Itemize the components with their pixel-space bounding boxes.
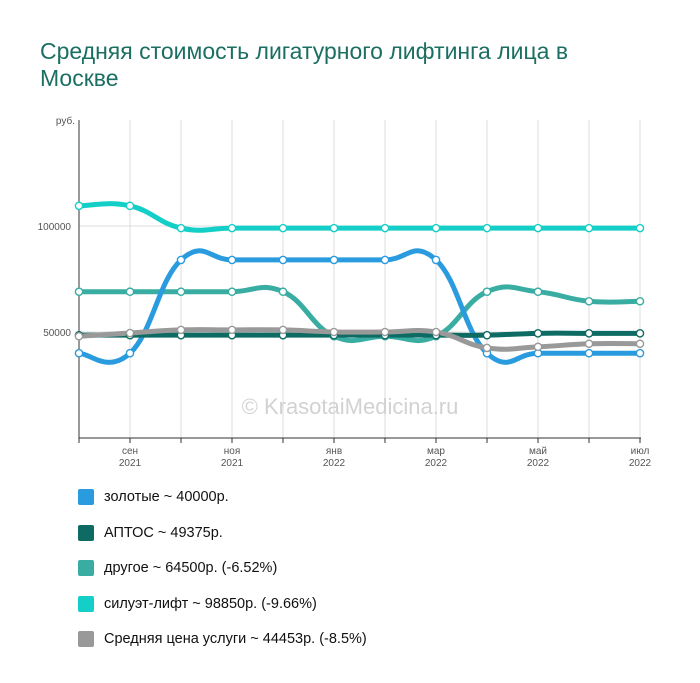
x-tick-label-year: 2021 xyxy=(119,458,142,469)
legend-label: АПТОС ~ 49375р. xyxy=(104,524,223,541)
series-point-1 xyxy=(176,287,186,297)
x-tick-label-month: сен xyxy=(122,446,138,457)
legend-item: АПТОС ~ 49375р. xyxy=(78,524,367,542)
series-point-4 xyxy=(533,342,543,352)
series-point-2 xyxy=(125,348,135,358)
series-point-4 xyxy=(584,339,594,349)
legend-label: Средняя цена услуги ~ 44453р. (-8.5%) xyxy=(104,631,367,647)
legend-swatch xyxy=(78,595,94,612)
series-point-4 xyxy=(227,325,237,335)
series-point-1 xyxy=(584,296,594,306)
watermark: © KrasotaiMedicina.ru xyxy=(241,394,459,419)
x-tick-label-month: ноя xyxy=(224,446,241,457)
series-point-1 xyxy=(482,287,492,297)
chart-title: Средняя стоимость лигатурного лифтинга л… xyxy=(40,38,569,91)
series-point-2 xyxy=(74,348,84,358)
series-point-0 xyxy=(227,223,237,233)
x-tick-label-month: мар xyxy=(427,446,445,457)
series-point-3 xyxy=(635,329,645,338)
series-point-0 xyxy=(533,223,543,233)
series-point-4 xyxy=(482,343,492,353)
series-point-1 xyxy=(533,287,543,297)
series-point-1 xyxy=(278,287,288,297)
y-tick-label: 100000 xyxy=(38,222,72,233)
x-tick-label-year: 2022 xyxy=(527,458,550,469)
series-point-4 xyxy=(635,339,645,349)
series-point-0 xyxy=(431,223,441,233)
series-point-4 xyxy=(74,331,84,341)
legend-item: другое ~ 64500р. (-6.52%) xyxy=(78,559,367,577)
legend-label: силуэт-лифт ~ 98850р. (-9.66%) xyxy=(104,595,317,612)
series-point-4 xyxy=(176,325,186,335)
series-point-0 xyxy=(482,223,492,233)
series-point-4 xyxy=(431,327,441,337)
legend-swatch xyxy=(78,560,94,576)
series-line-4 xyxy=(76,327,643,352)
series-point-2 xyxy=(227,255,237,265)
series-point-1 xyxy=(74,287,84,297)
series-point-0 xyxy=(125,201,135,211)
x-tick-label-year: 2022 xyxy=(323,458,346,469)
legend-item: силуэт-лифт ~ 98850р. (-9.66%) xyxy=(78,595,367,613)
series-point-3 xyxy=(584,329,594,338)
series-point-1 xyxy=(125,287,135,297)
legend: золотые ~ 40000р. АПТОС ~ 49375р. другое ~… xyxy=(78,488,367,666)
series-point-1 xyxy=(227,287,237,297)
series-point-2 xyxy=(584,348,594,358)
y-axis-unit-label: руб. xyxy=(56,115,75,127)
series-line-0 xyxy=(76,201,643,233)
series-point-0 xyxy=(74,201,84,211)
legend-label: другое ~ 64500р. (-6.52%) xyxy=(104,560,278,576)
series-point-0 xyxy=(176,223,186,233)
series-point-2 xyxy=(329,255,339,265)
x-tick-label-month: май xyxy=(529,446,547,457)
series-point-4 xyxy=(125,328,135,338)
x-tick-label-year: 2021 xyxy=(221,458,244,469)
series-point-4 xyxy=(329,327,339,337)
series-point-0 xyxy=(635,223,645,233)
y-tick-label: 50000 xyxy=(43,328,71,339)
series-line-3 xyxy=(76,330,643,338)
series-point-2 xyxy=(176,255,186,265)
x-tick-label-month: июл xyxy=(631,446,650,457)
legend-item: Средняя цена услуги ~ 44453р. (-8.5%) xyxy=(78,630,367,648)
legend-swatch xyxy=(78,489,94,505)
x-tick-label-year: 2022 xyxy=(425,458,448,469)
x-tick-label-year: 2022 xyxy=(629,458,652,469)
series-point-2 xyxy=(278,255,288,265)
legend-swatch xyxy=(78,631,94,647)
series-point-3 xyxy=(533,329,543,338)
series-point-2 xyxy=(431,255,441,265)
series-point-1 xyxy=(635,296,645,306)
series-point-2 xyxy=(635,348,645,358)
series-point-3 xyxy=(482,330,492,340)
series-point-4 xyxy=(278,325,288,335)
x-tick-label-month: янв xyxy=(326,446,342,457)
series-point-0 xyxy=(329,223,339,233)
legend-swatch xyxy=(78,524,94,541)
series-point-0 xyxy=(380,223,390,233)
series-point-4 xyxy=(380,327,390,337)
series-point-0 xyxy=(584,223,594,233)
legend-item: золотые ~ 40000р. xyxy=(78,488,367,506)
series-point-2 xyxy=(380,255,390,265)
legend-label: золотые ~ 40000р. xyxy=(104,489,229,505)
series-point-0 xyxy=(278,223,288,233)
